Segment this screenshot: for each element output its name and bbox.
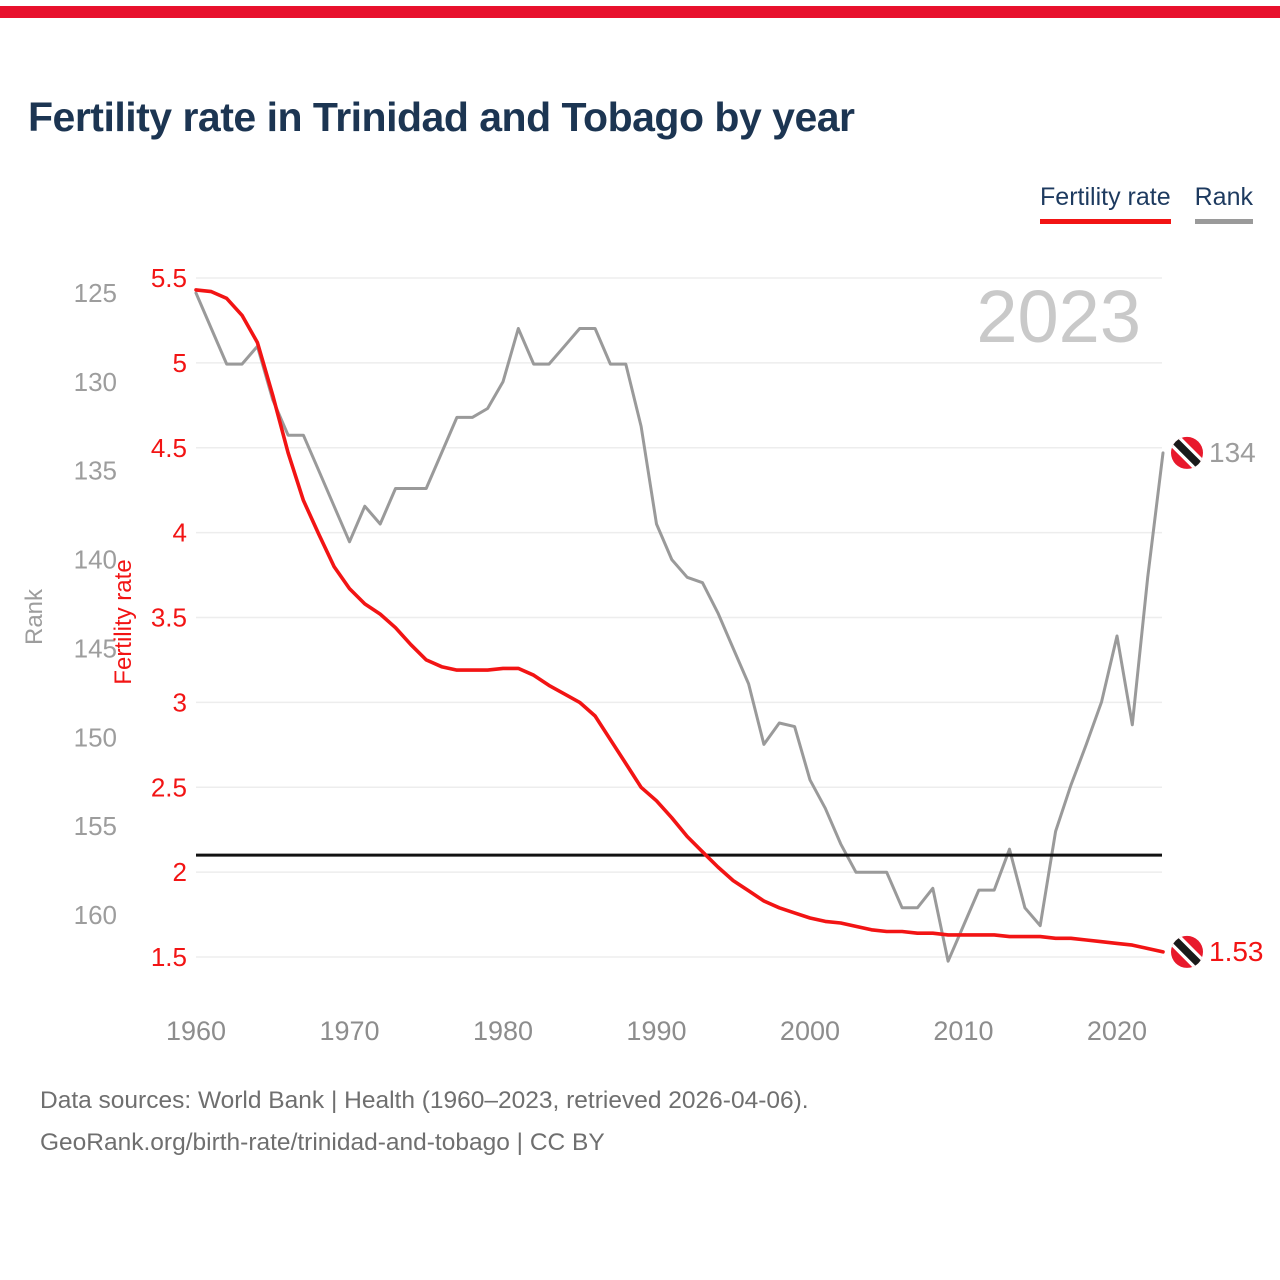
legend-item-rank[interactable]: Rank <box>1194 183 1253 224</box>
fertility-axis-tick: 3 <box>173 687 187 717</box>
fertility-line <box>194 288 1165 954</box>
top-accent-bar <box>0 6 1280 18</box>
fertility-axis-tick: 4 <box>173 518 187 548</box>
legend-label-rank: Rank <box>1194 183 1253 211</box>
x-axis-tick: 1980 <box>473 1016 533 1046</box>
legend-swatch-rank <box>1194 219 1253 224</box>
legend-label-fertility-rate: Fertility rate <box>1040 183 1171 211</box>
rank-axis-tick: 140 <box>74 545 117 575</box>
fertility-end-label: 1.53 <box>1209 936 1264 967</box>
rank-axis-tick: 155 <box>74 811 117 841</box>
fertility-axis-tick: 2 <box>173 857 187 887</box>
x-axis-tick: 2010 <box>933 1016 993 1046</box>
rank-endpoint-flag-icon <box>1164 430 1210 476</box>
chart-legend: Fertility rate Rank <box>1040 183 1253 224</box>
x-axis-tick: 1970 <box>319 1016 379 1046</box>
fertility-axis-tick: 2.5 <box>151 772 187 802</box>
rank-axis-tick: 150 <box>74 722 117 752</box>
footer-line-1: Data sources: World Bank | Health (1960–… <box>40 1087 809 1114</box>
chart-svg: 2023 125 130 135 140 145 150 155 160 5.5 5 4.5 4 3.… <box>21 263 1264 1046</box>
legend-swatch-fertility-rate <box>1040 219 1171 224</box>
rank-axis-ticks: 125 130 135 140 145 150 155 160 <box>74 278 117 930</box>
fertility-axis-tick: 4.5 <box>151 433 187 463</box>
rank-axis-tick: 135 <box>74 456 117 486</box>
fertility-axis-tick: 3.5 <box>151 603 187 633</box>
x-axis-tick: 2000 <box>780 1016 840 1046</box>
series-lines <box>194 288 1165 963</box>
legend-item-fertility-rate[interactable]: Fertility rate <box>1040 183 1171 224</box>
fertility-axis-ticks: 5.5 5 4.5 4 3.5 3 2.5 2 1.5 <box>151 263 187 972</box>
page-title: Fertility rate in Trinidad and Tobago by… <box>28 94 855 140</box>
flag-markers <box>1164 430 1210 975</box>
fertility-endpoint-flag-icon <box>1164 929 1210 975</box>
rank-axis-tick: 145 <box>74 633 117 663</box>
year-watermark: 2023 <box>976 275 1141 358</box>
rank-line <box>194 291 1165 963</box>
fertility-axis-title: Fertility rate <box>110 559 137 684</box>
rank-end-label: 134 <box>1209 437 1256 468</box>
x-axis-tick: 1960 <box>166 1016 226 1046</box>
fertility-axis-tick: 5 <box>173 348 187 378</box>
fertility-axis-tick: 1.5 <box>151 942 187 972</box>
fertility-axis-tick: 5.5 <box>151 263 187 293</box>
x-axis-tick: 1990 <box>626 1016 686 1046</box>
rank-axis-tick: 130 <box>74 367 117 397</box>
x-axis-ticks: 1960 1970 1980 1990 2000 2010 2020 <box>166 1016 1147 1046</box>
rank-axis-tick: 125 <box>74 278 117 308</box>
gridlines <box>196 277 1162 958</box>
footer-attribution: Data sources: World Bank | Health (1960–… <box>40 1080 1240 1164</box>
x-axis-tick: 2020 <box>1087 1016 1147 1046</box>
rank-axis-title: Rank <box>21 588 48 645</box>
footer-line-2: GeoRank.org/birth-rate/trinidad-and-toba… <box>40 1129 605 1156</box>
rank-axis-tick: 160 <box>74 900 117 930</box>
